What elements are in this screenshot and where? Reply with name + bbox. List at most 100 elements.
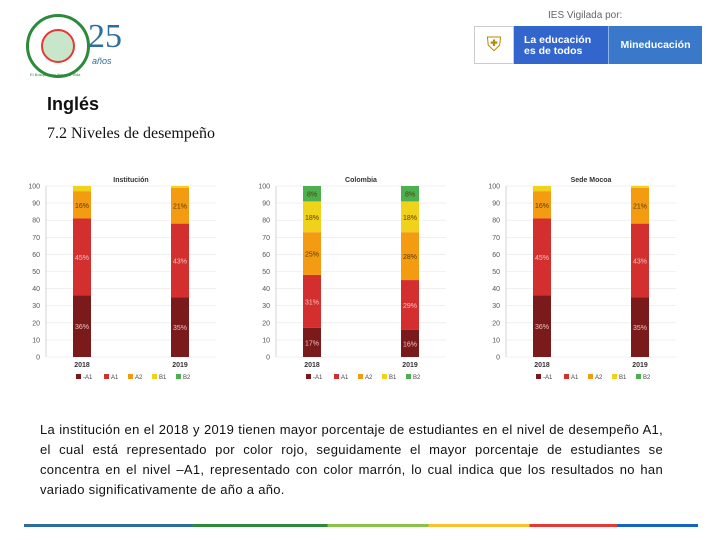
legend-label: A1 <box>111 375 119 381</box>
y-tick-label: 50 <box>32 269 40 276</box>
bar-segment <box>533 218 551 296</box>
legend-label: B1 <box>619 375 627 381</box>
chart-sede-mocoa: Sede Mocoa 0 10 20 30 40 50 60 70 80 90 100 36% 45% 16… <box>488 177 676 381</box>
data-label: 29% <box>403 303 417 310</box>
y-tick-label: 30 <box>492 303 500 310</box>
bar-segment <box>401 280 419 330</box>
chart-title: Sede Mocoa <box>571 177 612 184</box>
y-tick-label: 40 <box>262 286 270 293</box>
y-tick-label: 10 <box>492 337 500 344</box>
coat-of-arms-icon: ⛨ <box>474 26 514 64</box>
legend-label: A2 <box>135 375 143 381</box>
legend-label: B2 <box>643 375 651 381</box>
bar-segment <box>73 191 91 219</box>
legend-label: B1 <box>159 375 167 381</box>
legend-label: A2 <box>595 375 603 381</box>
y-tick-label: 10 <box>262 337 270 344</box>
gov-slogan-line1: La educación <box>524 34 592 46</box>
legend-label: A1 <box>341 375 349 381</box>
data-label: 16% <box>535 203 549 210</box>
data-label: 8% <box>307 192 317 199</box>
institution-seal-icon <box>26 14 90 78</box>
legend-swatch <box>406 374 411 379</box>
legend-swatch <box>306 374 311 379</box>
institution-logo: 25 años El Bosque con Alma de Vida <box>22 12 132 84</box>
y-tick-label: 100 <box>488 184 500 191</box>
logo-caption: El Bosque con Alma de Vida <box>30 72 81 77</box>
bar-segment <box>303 201 321 233</box>
legend-label: B1 <box>389 375 397 381</box>
y-tick-label: 30 <box>262 303 270 310</box>
x-tick-label: 2019 <box>172 362 188 369</box>
y-tick-label: 70 <box>262 235 270 242</box>
legend-swatch <box>564 374 569 379</box>
legend-label: B2 <box>183 375 191 381</box>
y-tick-label: 80 <box>492 218 500 225</box>
bar-segment <box>73 218 91 296</box>
legend-swatch <box>104 374 109 379</box>
y-tick-label: 50 <box>492 269 500 276</box>
bar-segment <box>303 327 321 357</box>
gov-slogan: La educación es de todos <box>514 26 608 64</box>
chart-title: Colombia <box>345 177 377 184</box>
y-tick-label: 50 <box>262 269 270 276</box>
y-tick-label: 100 <box>28 184 40 191</box>
legend-label: B2 <box>413 375 421 381</box>
y-tick-label: 100 <box>258 184 270 191</box>
data-label: 16% <box>403 341 417 348</box>
data-label: 35% <box>633 325 647 332</box>
vigilance-label: IES Vigilada por: <box>548 10 623 21</box>
data-label: 43% <box>633 258 647 265</box>
legend-label: A2 <box>365 375 373 381</box>
logo-anniversary-years: años <box>92 56 112 66</box>
y-tick-label: 20 <box>262 320 270 327</box>
y-tick-label: 80 <box>32 218 40 225</box>
bar-segment <box>73 186 91 192</box>
bar-segment <box>401 232 419 281</box>
government-banner: ⛨ La educación es de todos Mineducación <box>474 26 702 64</box>
legend-label: -A1 <box>313 375 323 381</box>
y-tick-label: 90 <box>32 201 40 208</box>
y-tick-label: 0 <box>266 355 270 362</box>
legend-swatch <box>358 374 363 379</box>
x-tick-label: 2018 <box>534 362 550 369</box>
data-label: 21% <box>173 204 187 211</box>
data-label: 43% <box>173 258 187 265</box>
legend-swatch <box>128 374 133 379</box>
data-label: 18% <box>403 215 417 222</box>
data-label: 21% <box>633 204 647 211</box>
legend-label: -A1 <box>83 375 93 381</box>
bar-segment <box>171 297 189 357</box>
y-tick-label: 30 <box>32 303 40 310</box>
legend-swatch <box>176 374 181 379</box>
logo-anniversary-number: 25 <box>88 18 122 55</box>
bar-segment <box>401 329 419 357</box>
bar-segment <box>171 223 189 298</box>
bar-segment <box>401 186 419 202</box>
y-tick-label: 0 <box>496 355 500 362</box>
y-tick-label: 60 <box>492 252 500 259</box>
data-label: 45% <box>535 255 549 262</box>
bar-segment <box>533 191 551 219</box>
bar-segment <box>73 295 91 357</box>
bar-segment <box>631 297 649 357</box>
bar-segment <box>533 186 551 192</box>
data-label: 17% <box>305 340 319 347</box>
data-label: 31% <box>305 299 319 306</box>
data-label: 36% <box>75 324 89 331</box>
legend-swatch <box>536 374 541 379</box>
y-tick-label: 20 <box>32 320 40 327</box>
x-tick-label: 2019 <box>402 362 418 369</box>
bar-segment <box>401 201 419 233</box>
legend-swatch <box>382 374 387 379</box>
x-tick-label: 2018 <box>304 362 320 369</box>
ministry-label: Mineducación <box>608 26 702 64</box>
legend-label: A1 <box>571 375 579 381</box>
section-subtitle: 7.2 Niveles de desempeño <box>47 125 215 142</box>
data-label: 25% <box>305 252 319 259</box>
legend-swatch <box>152 374 157 379</box>
y-tick-label: 80 <box>262 218 270 225</box>
y-tick-label: 70 <box>492 235 500 242</box>
data-label: 45% <box>75 255 89 262</box>
legend-swatch <box>76 374 81 379</box>
